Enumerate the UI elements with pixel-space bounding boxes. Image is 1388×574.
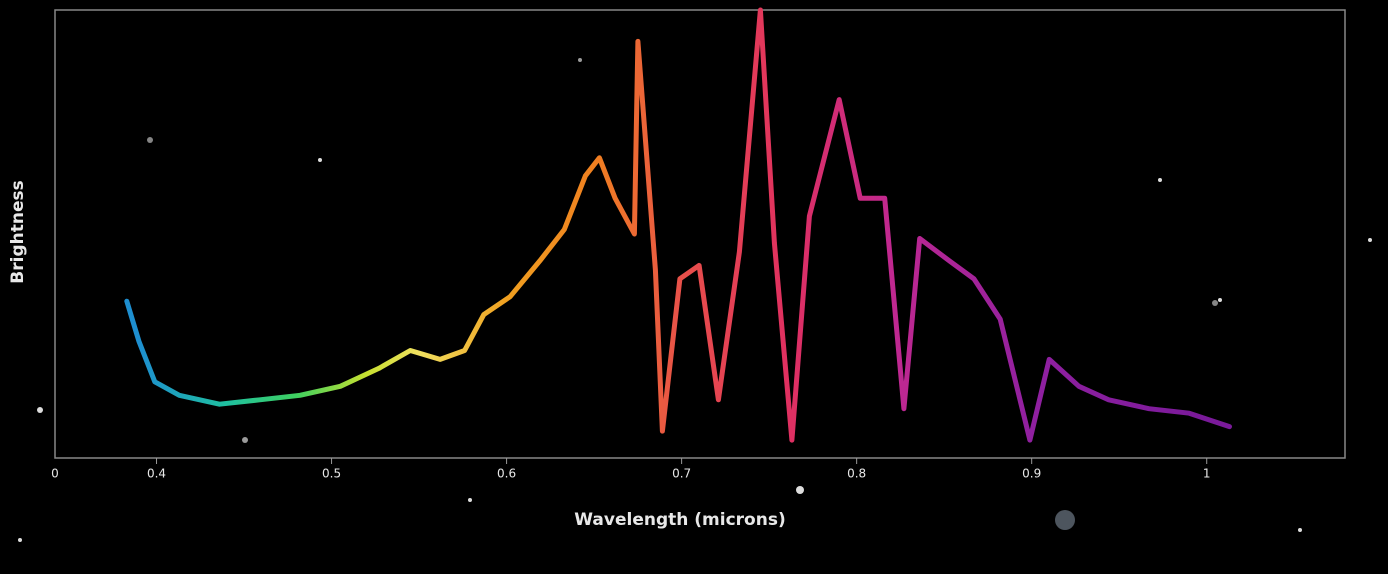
x-tick-label: 0.4 (147, 467, 166, 481)
background (0, 0, 1388, 574)
x-origin-label: 0 (51, 467, 59, 481)
x-tick-label: 0.7 (672, 467, 691, 481)
x-tick-label: 0.5 (322, 467, 341, 481)
x-tick-label: 0.8 (847, 467, 866, 481)
x-tick-label: 1 (1203, 467, 1211, 481)
y-axis-title: Brightness (8, 180, 28, 283)
x-tick-label: 0.6 (497, 467, 516, 481)
x-tick-label: 0.9 (1022, 467, 1041, 481)
x-axis-title: Wavelength (microns) (574, 510, 785, 530)
chart: 0 Wavelength (microns) Brightness 0.4 0.5… (0, 0, 1388, 574)
